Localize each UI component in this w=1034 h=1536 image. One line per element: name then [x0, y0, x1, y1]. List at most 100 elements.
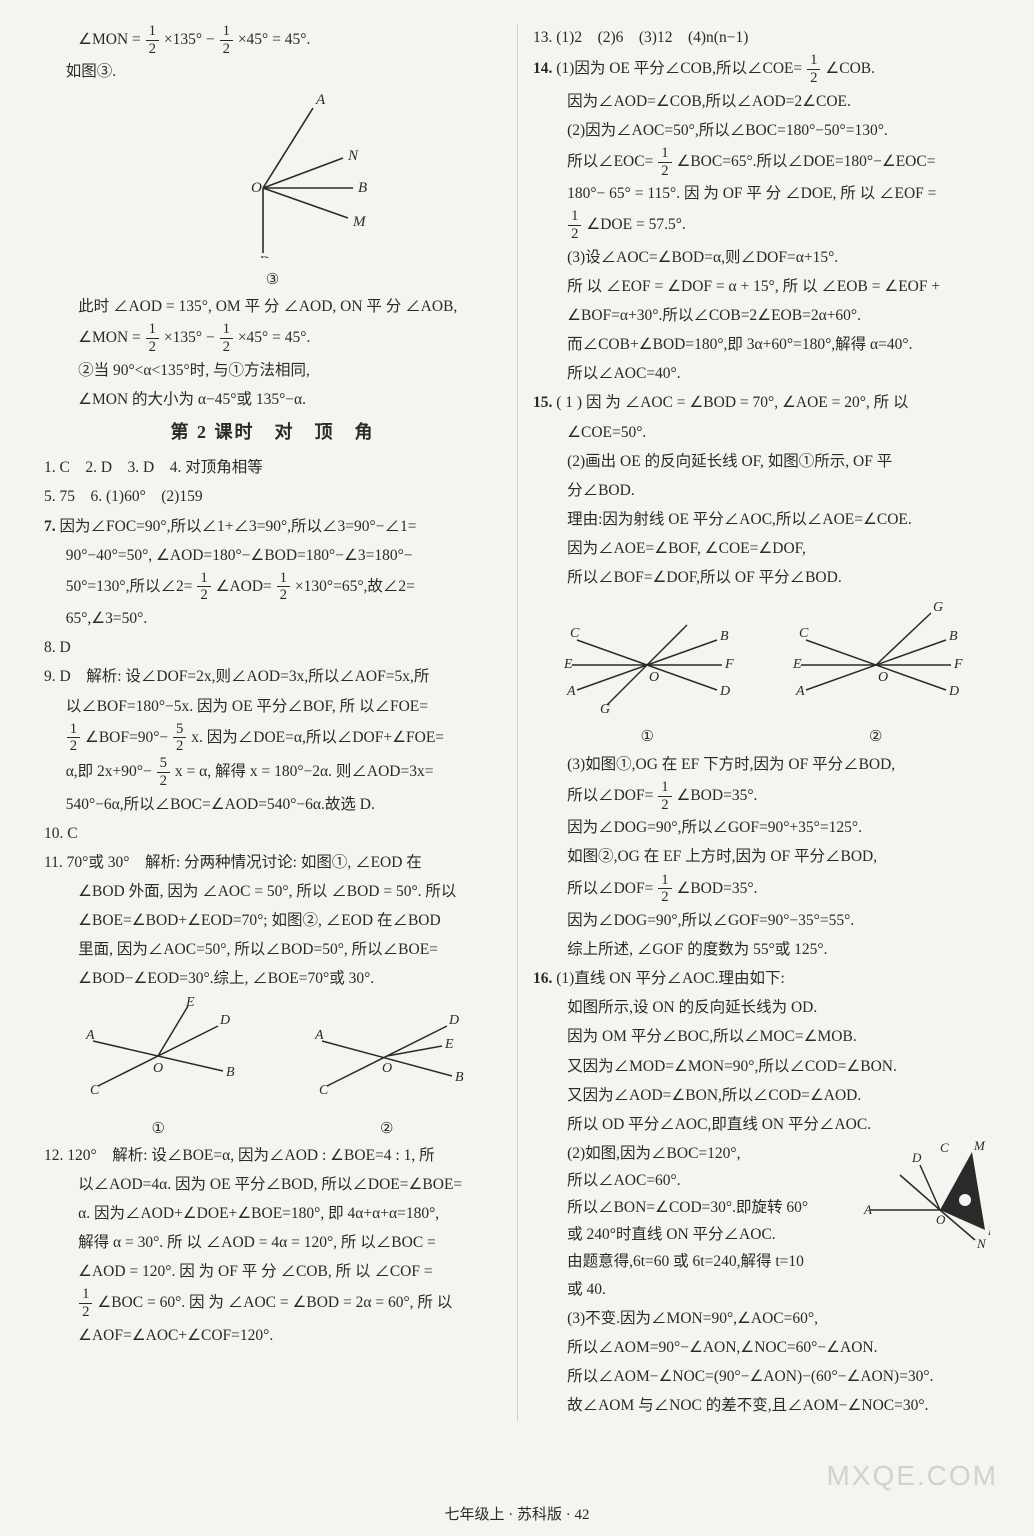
- svg-text:O: O: [936, 1212, 946, 1227]
- a14f: (3)设∠AOC=∠BOD=α,则∠DOF=α+15°.: [533, 244, 990, 271]
- figure-11-2: A B C D E O ②: [297, 996, 477, 1141]
- a15k: 如图②,OG 在 EF 上方时,因为 OF 平分∠BOD,: [533, 843, 990, 870]
- a15l: 所以∠DOF= 12 ∠BOD=35°.: [533, 873, 990, 905]
- p04a: ②当 90°<α<135°时, 与①方法相同,: [44, 357, 501, 384]
- answer-11e: ∠BOD−∠EOD=30°.综上, ∠BOE=70°或 30°.: [44, 965, 501, 992]
- answer-12c: α. 因为∠AOD+∠DOE+∠BOE=180°, 即 4α+α+α=180°,: [44, 1200, 501, 1227]
- svg-text:A: A: [314, 1028, 324, 1043]
- a14e2: 12 ∠DOE = 57.5°.: [533, 209, 990, 241]
- page-footer: 七年级上 · 苏科版 · 42: [0, 1502, 1034, 1528]
- line-mon-eq-1: ∠MON = 12 ×135° − 12 ×45° = 45°.: [44, 24, 501, 56]
- svg-text:G: G: [600, 702, 610, 715]
- a16e: 又因为∠AOD=∠BON,所以∠COD=∠AOD.: [533, 1082, 990, 1109]
- svg-text:D: D: [948, 684, 959, 699]
- a15i: 所以∠DOF= 12 ∠BOD=35°.: [533, 780, 990, 812]
- answer-12d: 解得 α = 30°. 所 以 ∠AOD = 4α = 120°, 所 以∠BO…: [44, 1229, 501, 1256]
- a16p: 故∠AOM 与∠NOC 的差不变,且∠AOM−∠NOC=30°.: [533, 1392, 990, 1419]
- svg-text:A: A: [566, 684, 576, 699]
- svg-text:B: B: [226, 1065, 235, 1080]
- page: ∠MON = 12 ×135° − 12 ×45° = 45°. 如图③. A …: [0, 0, 1034, 1536]
- svg-text:A: A: [315, 92, 326, 108]
- answer-12b: 以∠AOD=4α. 因为 OE 平分∠BOD, 所以∠DOE=∠BOE=: [44, 1171, 501, 1198]
- svg-text:D: D: [258, 254, 270, 258]
- svg-text:D: D: [719, 684, 730, 699]
- a14j: 所以∠AOC=40°.: [533, 360, 990, 387]
- answers-1-4: 1. C 2. D 3. D 4. 对顶角相等: [44, 454, 501, 481]
- answer-13: 13. (1)2 (2)6 (3)12 (4)n(n−1): [533, 24, 990, 51]
- a16l: 或 40.: [567, 1276, 990, 1303]
- a16b: 如图所示,设 ON 的反向延长线为 OD.: [533, 994, 990, 1021]
- figure-3-label: ③: [44, 267, 501, 293]
- fig-11-1-label: ①: [68, 1116, 248, 1142]
- answer-12: 12. 120° 解析: 设∠BOE=α, 因为∠AOD : ∠BOE=4 : …: [44, 1142, 501, 1169]
- svg-text:O: O: [649, 670, 659, 685]
- a16c: 因为 OM 平分∠BOC,所以∠MOC=∠MOB.: [533, 1023, 990, 1050]
- svg-text:A: A: [795, 684, 805, 699]
- a14d: 所以∠EOC= 12 ∠BOC=65°.所以∠DOE=180°−∠EOC=: [533, 146, 990, 178]
- a15e: 理由:因为射线 OE 平分∠AOC,所以∠AOE=∠COE.: [533, 506, 990, 533]
- svg-text:O: O: [153, 1061, 163, 1076]
- svg-text:A: A: [85, 1028, 95, 1043]
- answer-9b: 以∠BOF=180°−5x. 因为 OE 平分∠BOF, 所 以∠FOE=: [44, 693, 501, 720]
- p04b: ∠MON 的大小为 α−45°或 135°−α.: [44, 386, 501, 413]
- svg-text:D: D: [911, 1150, 922, 1165]
- answers-5-6: 5. 75 6. (1)60° (2)159: [44, 483, 501, 510]
- svg-text:E: E: [185, 996, 195, 1010]
- answer-9c: 12 ∠BOF=90°− 52 x. 因为∠DOE=α,所以∠DOF+∠FOE=: [44, 722, 501, 754]
- svg-text:M: M: [973, 1140, 986, 1153]
- svg-text:C: C: [319, 1083, 329, 1098]
- svg-text:C: C: [90, 1083, 100, 1098]
- see-fig-3: 如图③.: [44, 58, 501, 85]
- a16o: 所以∠AOM−∠NOC=(90°−∠AON)−(60°−∠AON)=30°.: [533, 1363, 990, 1390]
- svg-text:G: G: [933, 600, 943, 615]
- figures-15: A B C D E F G O ①: [533, 593, 990, 750]
- answer-11: 11. 70°或 30° 解析: 分两种情况讨论: 如图①, ∠EOD 在: [44, 849, 501, 876]
- fig-15-1-label: ①: [552, 724, 742, 750]
- svg-text:B: B: [949, 629, 958, 644]
- svg-text:D: D: [448, 1013, 459, 1028]
- svg-text:F: F: [724, 657, 734, 672]
- answer-8: 8. D: [44, 634, 501, 661]
- answer-12e: ∠AOD = 120°. 因 为 OF 平 分 ∠COB, 所 以 ∠COF =: [44, 1258, 501, 1285]
- answer-11d: 里面, 因为∠AOC=50°, 所以∠BOD=50°, 所以∠BOE=: [44, 936, 501, 963]
- answer-16: 16. (1)直线 ON 平分∠AOC.理由如下:: [533, 965, 990, 992]
- svg-text:F: F: [953, 657, 963, 672]
- answer-9e: 540°−6α,所以∠BOC=∠AOD=540°−6α.故选 D.: [44, 791, 501, 818]
- watermark: MXQE.COM: [826, 1451, 998, 1500]
- svg-text:D: D: [219, 1013, 230, 1028]
- a15j: 因为∠DOG=90°,所以∠GOF=90°+35°=125°.: [533, 814, 990, 841]
- a16f: 所以 OD 平分∠AOC,即直线 ON 平分∠AOC.: [533, 1111, 990, 1138]
- a14b: 因为∠AOD=∠COB,所以∠AOD=2∠COE.: [533, 88, 990, 115]
- a16g-block: A B C D M N O (2)如图,因为∠BOC=120°, 所以∠AOC=…: [533, 1140, 990, 1303]
- answer-7b: 90°−40°=50°, ∠AOD=180°−∠BOD=180°−∠3=180°…: [44, 542, 501, 569]
- a14i: 而∠COB+∠BOD=180°,即 3α+60°=180°,解得 α=40°.: [533, 331, 990, 358]
- figure-15-1: A B C D E F G O ①: [552, 595, 742, 750]
- svg-text:M: M: [352, 214, 367, 230]
- svg-text:E: E: [563, 657, 573, 672]
- figures-11: A B C D E O ① A B C: [44, 994, 501, 1141]
- svg-text:O: O: [878, 670, 888, 685]
- svg-text:B: B: [455, 1070, 464, 1085]
- answer-15: 15. ( 1 ) 因 为 ∠AOC = ∠BOD = 70°, ∠AOE = …: [533, 389, 990, 416]
- a16n: 所以∠AOM=90°−∠AON,∠NOC=60°−∠AON.: [533, 1334, 990, 1361]
- svg-text:N: N: [976, 1236, 987, 1250]
- figure-15-2: A B C D E F G O ②: [781, 595, 971, 750]
- svg-text:O: O: [251, 180, 262, 196]
- a15b: ∠COE=50°.: [533, 419, 990, 446]
- a15f: 因为∠AOE=∠BOF, ∠COE=∠DOF,: [533, 535, 990, 562]
- fig-15-2-label: ②: [781, 724, 971, 750]
- answer-11c: ∠BOE=∠BOD+∠EOD=70°; 如图②, ∠EOD 在∠BOD: [44, 907, 501, 934]
- svg-text:N: N: [347, 148, 359, 164]
- a14c: (2)因为∠AOC=50°,所以∠BOC=180°−50°=130°.: [533, 117, 990, 144]
- figure-3: A N B M O D ③: [44, 88, 501, 293]
- p03b: ∠MON = 12 ×135° − 12 ×45° = 45°.: [44, 322, 501, 354]
- answer-7c: 50°=130°,所以∠2= 12 ∠AOD= 12 ×130°=65°,故∠2…: [44, 571, 501, 603]
- svg-text:C: C: [799, 626, 809, 641]
- answer-7d: 65°,∠3=50°.: [44, 605, 501, 632]
- a14h: ∠BOF=α+30°.所以∠COB=2∠EOB=2α+60°.: [533, 302, 990, 329]
- a15m: 因为∠DOG=90°,所以∠GOF=90°−35°=55°.: [533, 907, 990, 934]
- figure-16: A B C D M N O: [860, 1140, 990, 1250]
- fig-11-2-label: ②: [297, 1116, 477, 1142]
- svg-text:E: E: [444, 1037, 454, 1052]
- a16d: 又因为∠MOD=∠MON=90°,所以∠COD=∠BON.: [533, 1053, 990, 1080]
